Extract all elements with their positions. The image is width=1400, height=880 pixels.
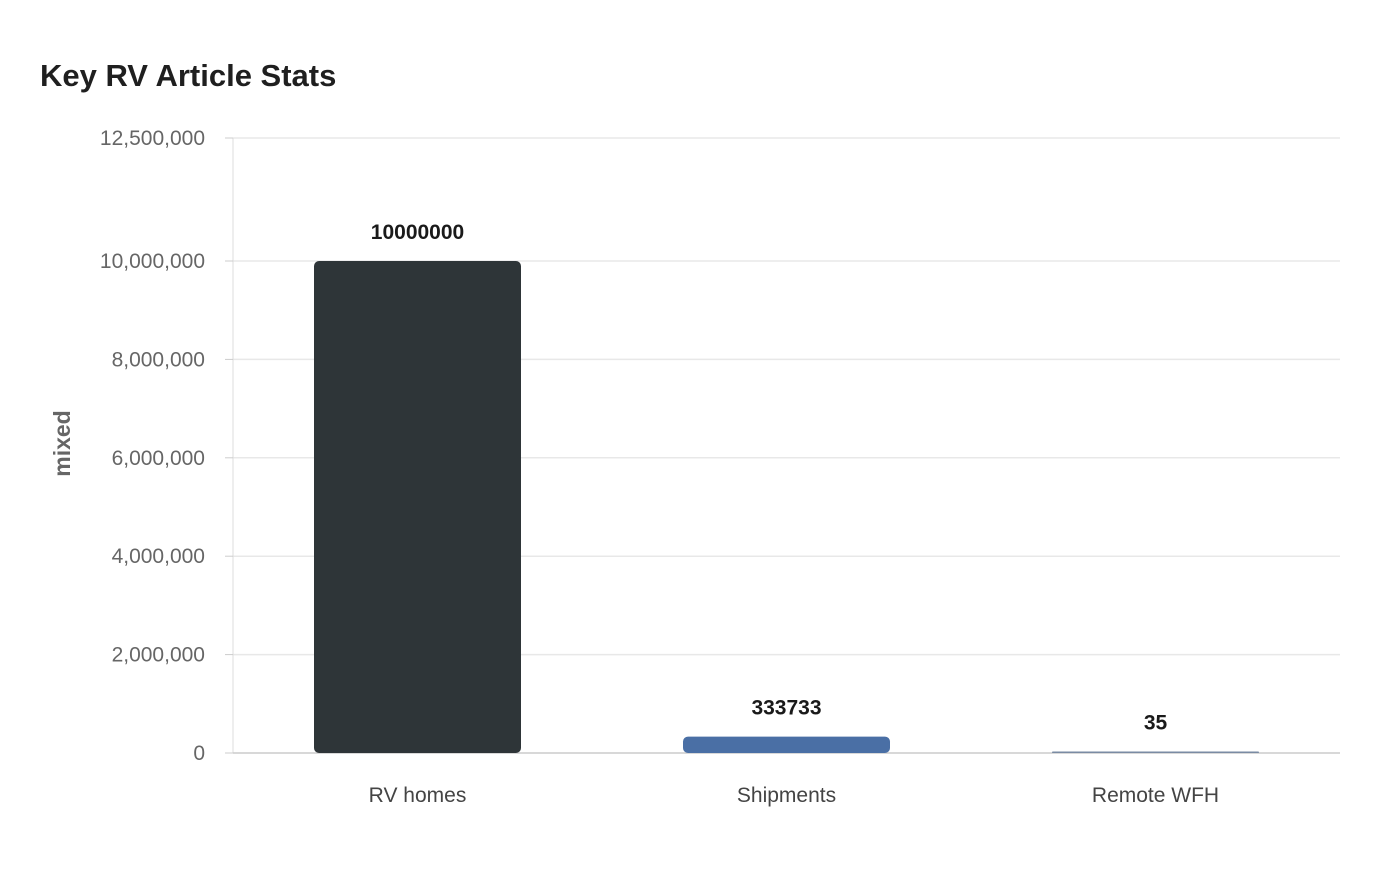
y-axis-title: mixed [49,410,75,476]
data-label: 10000000 [371,221,464,244]
bar [1052,752,1259,754]
y-tick-label: 12,500,000 [100,127,205,150]
y-tick-labels: 0 2,000,000 4,000,000 6,000,000 8,000,000 10,… [100,127,233,765]
bars [314,261,1259,753]
y-tick-label: 0 [193,742,205,765]
y-tick-label: 4,000,000 [112,545,205,568]
y-tick-label: 6,000,000 [112,447,205,470]
data-label: 35 [1144,712,1168,735]
category-label: Remote WFH [1092,784,1219,807]
data-label: 333733 [751,697,821,720]
y-tick-label: 10,000,000 [100,250,205,273]
category-labels: RV homes Shipments Remote WFH [369,784,1219,807]
category-label: RV homes [369,784,467,807]
bar [314,261,521,753]
bar [683,737,890,753]
y-tick-label: 2,000,000 [112,644,205,667]
category-label: Shipments [737,784,836,807]
y-tick-label: 8,000,000 [112,348,205,371]
